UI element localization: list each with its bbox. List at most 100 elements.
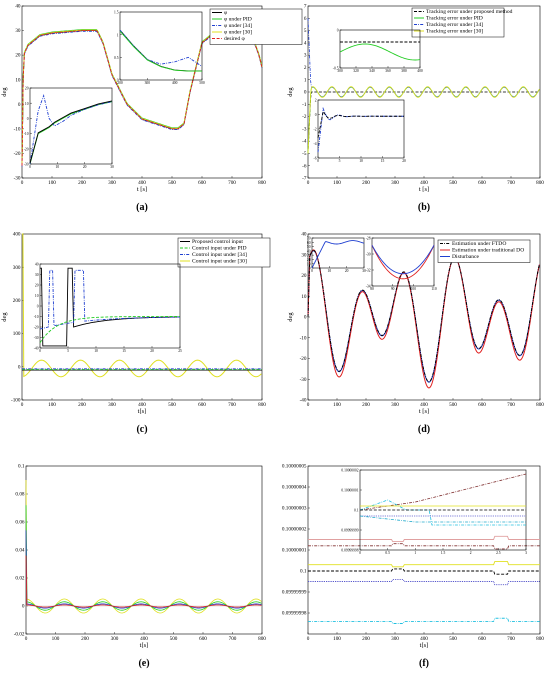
x-tick-label: 100 (333, 636, 341, 642)
figure-caption: (d) (418, 424, 430, 435)
inset-frame (371, 237, 435, 287)
y-tick-label: -28 (366, 237, 371, 241)
y-tick-label: -30 (300, 377, 307, 383)
y-tick-label: 30 (301, 252, 307, 258)
series-line (21, 29, 263, 166)
y-tick-label: -5 (302, 151, 307, 157)
y-tick-label: -30 (366, 253, 371, 257)
x-tick-label: 1 (414, 551, 416, 555)
x-tick-label: 500 (199, 81, 205, 85)
y-tick-label: -3 (302, 126, 307, 132)
y-tick-label: 60 (307, 241, 311, 245)
x-axis-label: t [s] (419, 186, 429, 193)
x-tick-label: 110 (431, 287, 436, 291)
y-tick-label: 0.09999999 (282, 590, 307, 596)
y-tick-label: 100 (13, 331, 21, 337)
legend-entry: Disturbance (452, 254, 480, 260)
x-tick-label: 360 (385, 69, 391, 73)
x-tick-label: 10 (94, 349, 98, 353)
y-tick-label: 0 (18, 364, 21, 370)
legend-box (209, 8, 303, 45)
y-tick-label: 2 (315, 99, 317, 103)
y-tick-label: -20 (34, 326, 39, 330)
inset-line (359, 473, 527, 511)
y-tick-label: 0 (304, 90, 307, 96)
y-tick-label: 50 (307, 245, 311, 249)
legend-entry: φ under [30] (224, 30, 252, 36)
y-tick-label: 20 (25, 87, 29, 91)
series-line (25, 505, 262, 611)
chart-e: 0 100 200 300 400 500 600 700 800-0.0200.020.040… (14, 464, 267, 669)
x-tick-label: 200 (117, 81, 123, 85)
x-tick-label: 0 (311, 269, 313, 273)
y-tick-label: -34 (366, 285, 371, 289)
y-tick-label: 0.10000001 (341, 489, 358, 493)
x-tick-label: 200 (78, 402, 86, 408)
y-tick-label: 1 (304, 77, 307, 83)
x-tick-label: 500 (168, 402, 176, 408)
y-tick-label: 70 (307, 237, 311, 241)
y-tick-label: 40 (307, 249, 311, 253)
legend-entry: φ under [34] (224, 23, 252, 29)
series-line (25, 479, 262, 614)
x-tick-label: 100 (52, 636, 60, 642)
x-tick-label: 0 (307, 180, 310, 186)
x-tick-label: 0 (21, 402, 24, 408)
x-tick-label: 500 (449, 180, 457, 186)
series-line (22, 233, 262, 378)
legend-box (177, 237, 271, 268)
x-tick-label: 800 (258, 402, 266, 408)
y-tick-label: -0.02 (14, 632, 25, 638)
series-line (21, 30, 263, 167)
y-tick-label: 0.08 (15, 492, 24, 498)
x-tick-label: 800 (258, 180, 266, 186)
inset-line (119, 29, 202, 72)
legend: Tracking error under proposed methodTrac… (411, 7, 513, 38)
x-tick-label: 0 (317, 159, 319, 163)
figure-caption: (e) (138, 658, 149, 669)
y-tick-label: 400 (13, 232, 21, 238)
series-line (308, 561, 540, 568)
y-tick-label: 10 (35, 294, 39, 298)
y-tick-label: -20 (14, 151, 21, 157)
y-tick-label: -2 (302, 114, 307, 120)
y-tick-label: 200 (13, 298, 21, 304)
y-tick-label: 20 (307, 258, 311, 262)
x-tick-label: 600 (198, 180, 206, 186)
y-tick-label: -4 (314, 142, 317, 146)
y-tick-label: -4 (302, 139, 307, 145)
x-tick-label: 0 (29, 165, 31, 169)
x-tick-label: 400 (138, 402, 146, 408)
x-tick-label: 0 (307, 636, 310, 642)
y-tick-label: -40 (34, 347, 39, 351)
inset-frame (39, 263, 181, 349)
y-tick-label: -6 (314, 157, 317, 161)
x-tick-label: 700 (229, 636, 237, 642)
figure-caption: (f) (419, 658, 429, 669)
series-line (25, 555, 262, 608)
series-line (308, 543, 540, 550)
y-tick-label: -40 (300, 398, 307, 404)
legend-entry: Control input under [34] (192, 252, 247, 258)
y-tick-label: -20 (300, 356, 307, 362)
inset-frame (29, 87, 113, 165)
x-tick-label: 500 (449, 636, 457, 642)
x-tick-label: 0.5 (385, 551, 390, 555)
inset-line (311, 240, 365, 269)
y-tick-label: 3 (304, 53, 307, 59)
x-tick-label: 400 (420, 636, 428, 642)
x-tick-label: 500 (168, 180, 176, 186)
x-tick-label: 15 (381, 159, 385, 163)
y-tick-label: 0.1 (300, 569, 307, 575)
x-tick-label: 2.5 (496, 551, 501, 555)
x-axis-label: t[s] (140, 642, 149, 649)
legend-entry: Control input under PID (192, 246, 247, 252)
y-tick-label: 0.10000002 (282, 527, 307, 533)
series-line (21, 30, 263, 166)
legend-entry: desired φ (224, 36, 246, 42)
x-tick-label: 20 (150, 349, 154, 353)
legend-entry: Proposed control input (192, 239, 243, 245)
x-tick-label: 0 (21, 180, 24, 186)
